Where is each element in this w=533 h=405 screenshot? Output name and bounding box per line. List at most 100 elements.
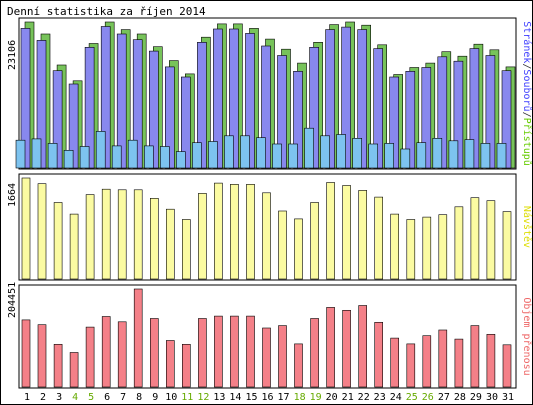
bar-objem-přenosu [438, 329, 448, 388]
x-tick-label: 14 [229, 392, 241, 403]
bar-stránek [192, 142, 202, 169]
bar-souborů [277, 55, 287, 169]
x-tick-label: 18 [294, 392, 306, 403]
bar-objem-přenosu [117, 321, 127, 388]
bar-návštěv [133, 189, 143, 280]
series-side-label: Návštěv [521, 206, 532, 248]
bar-návštěv [454, 206, 464, 280]
bar-objem-přenosu [422, 335, 432, 388]
x-tick-label: 24 [390, 392, 402, 403]
bar-stránek [127, 139, 138, 169]
side-label-part: / [521, 112, 532, 118]
bar-stránek [432, 138, 443, 169]
bar-objem-přenosu [294, 343, 303, 388]
bar-souborů [293, 71, 303, 169]
bar-stránek [320, 135, 330, 169]
bar-návštěv [470, 197, 480, 280]
bar-návštěv [37, 183, 47, 280]
ymax-label: 1664 [7, 183, 18, 207]
bar-objem-přenosu [230, 315, 239, 388]
bar-souborů [84, 46, 95, 169]
bar-stránek [15, 139, 26, 169]
bar-objem-přenosu [182, 343, 191, 388]
bar-souborů [52, 70, 63, 169]
bar-souborů [421, 67, 432, 169]
bar-návštěv [198, 193, 207, 280]
bar-souborů [100, 26, 111, 169]
x-tick-label: 3 [56, 392, 62, 403]
bar-objem-přenosu [150, 318, 159, 388]
bar-objem-přenosu [246, 315, 255, 388]
bar-souborů [229, 28, 239, 169]
bar-objem-přenosu [85, 326, 95, 388]
bar-objem-přenosu [198, 318, 207, 388]
bar-objem-přenosu [37, 324, 47, 388]
bar-stránek [400, 148, 411, 169]
x-tick-label: 19 [310, 392, 322, 403]
bar-souborů [165, 66, 175, 169]
panel-transfer: 204451 Objem přenosu [7, 282, 532, 389]
bar-návštěv [85, 194, 95, 280]
bar-stránek [464, 139, 475, 169]
x-tick-label: 16 [261, 392, 273, 403]
bar-stránek [63, 150, 74, 169]
x-tick-label: 10 [165, 392, 177, 403]
bar-souborů [68, 83, 79, 169]
bar-stránek [304, 127, 314, 169]
bar-návštěv [69, 213, 79, 280]
bar-návštěv [342, 185, 351, 280]
bar-návštěv [294, 218, 303, 280]
x-tick-label: 7 [120, 392, 126, 403]
bar-objem-přenosu [454, 338, 464, 388]
bar-návštěv [21, 177, 31, 280]
bar-stránek [288, 143, 298, 169]
bar-návštěv [422, 216, 432, 280]
bar-návštěv [166, 208, 175, 280]
bar-souborů [197, 41, 207, 169]
bar-návštěv [326, 182, 335, 280]
bar-návštěv [182, 219, 191, 280]
ymax-label: 23106 [7, 40, 18, 70]
side-label-part: Přístupů [521, 118, 532, 166]
bar-stránek [176, 151, 186, 169]
x-tick-label: 21 [342, 392, 354, 403]
bar-návštěv [374, 196, 384, 280]
bar-souborů [469, 48, 480, 169]
x-tick-label: 8 [136, 392, 142, 403]
bar-návštěv [486, 200, 496, 280]
bar-souborů [501, 70, 512, 169]
bar-stránek [208, 141, 218, 169]
series-side-label: Stránek/Souborů/Přístupů [521, 21, 532, 166]
bar-návštěv [358, 190, 368, 280]
bar-stránek [352, 138, 363, 169]
ymax-label: 204451 [7, 282, 18, 318]
bar-objem-přenosu [390, 337, 400, 388]
bar-souborů [149, 50, 159, 169]
bar-návštěv [230, 184, 239, 280]
bar-návštěv [101, 188, 111, 280]
bar-souborů [116, 33, 127, 169]
x-tick-label: 26 [422, 392, 434, 403]
x-tick-label: 1 [24, 392, 30, 403]
x-tick-label: 17 [277, 392, 289, 403]
bar-objem-přenosu [69, 352, 79, 388]
bar-návštěv [310, 202, 319, 280]
side-label-part: Stránek [521, 21, 532, 63]
panel-visits: 1664 Návštěv [7, 173, 532, 281]
bar-stránek [79, 146, 90, 169]
bar-stránek [256, 137, 266, 169]
bar-objem-přenosu [358, 305, 368, 388]
x-tick-label: 31 [502, 392, 514, 403]
bar-návštěv [214, 182, 223, 280]
bar-návštěv [502, 211, 512, 280]
bar-objem-přenosu [53, 343, 63, 388]
bar-návštěv [246, 184, 255, 280]
bar-souborů [357, 29, 368, 169]
bar-souborů [245, 33, 255, 169]
x-tick-label: 4 [72, 392, 78, 403]
bar-objem-přenosu [214, 315, 223, 388]
x-tick-label: 25 [406, 392, 418, 403]
x-tick-label: 11 [181, 392, 193, 403]
x-tick-label: 22 [358, 392, 370, 403]
bar-objem-přenosu [374, 321, 384, 388]
